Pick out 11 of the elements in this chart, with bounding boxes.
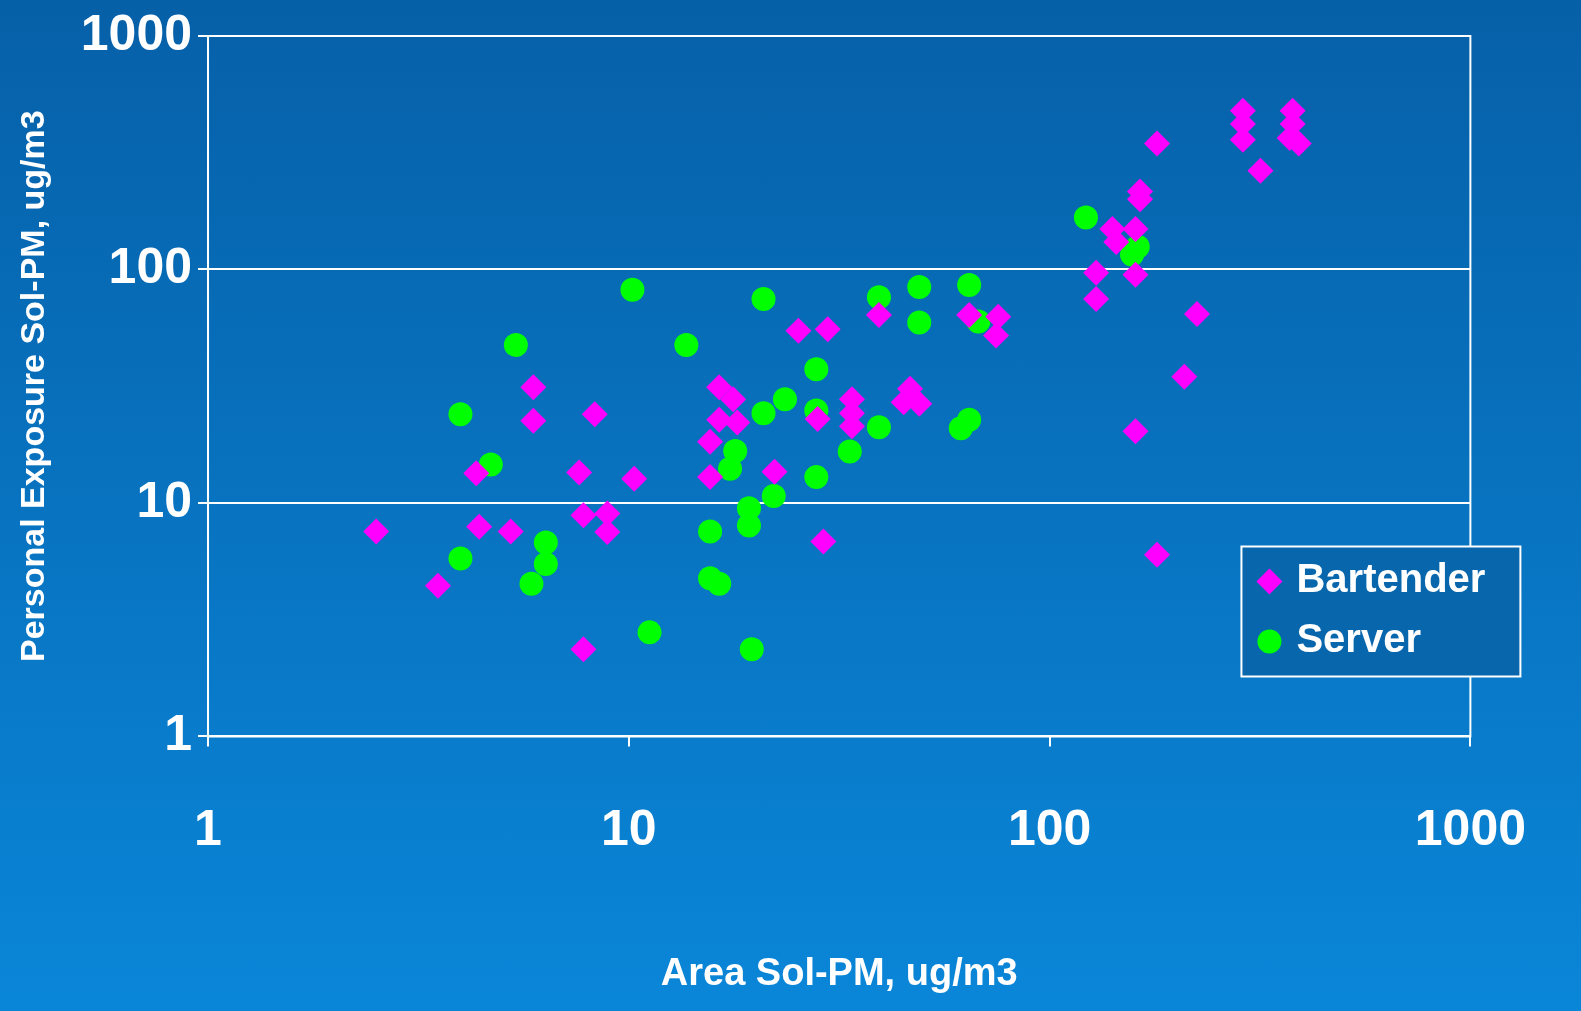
legend-label: Bartender bbox=[1296, 556, 1486, 601]
x-tick-label: 100 bbox=[1007, 800, 1092, 857]
x-tick-label: 1000 bbox=[1414, 800, 1526, 857]
y-tick-label: 100 bbox=[108, 238, 193, 295]
x-axis-title: Area Sol-PM, ug/m3 bbox=[660, 950, 1018, 993]
y-tick-label: 1000 bbox=[80, 4, 193, 61]
legend-label: Server bbox=[1296, 616, 1421, 661]
y-tick-label: 1 bbox=[164, 705, 193, 762]
y-tick-label: 10 bbox=[136, 471, 193, 528]
y-axis-title: Personal Exposure Sol-PM, ug/m3 bbox=[12, 110, 51, 663]
x-tick-label: 10 bbox=[601, 800, 657, 857]
